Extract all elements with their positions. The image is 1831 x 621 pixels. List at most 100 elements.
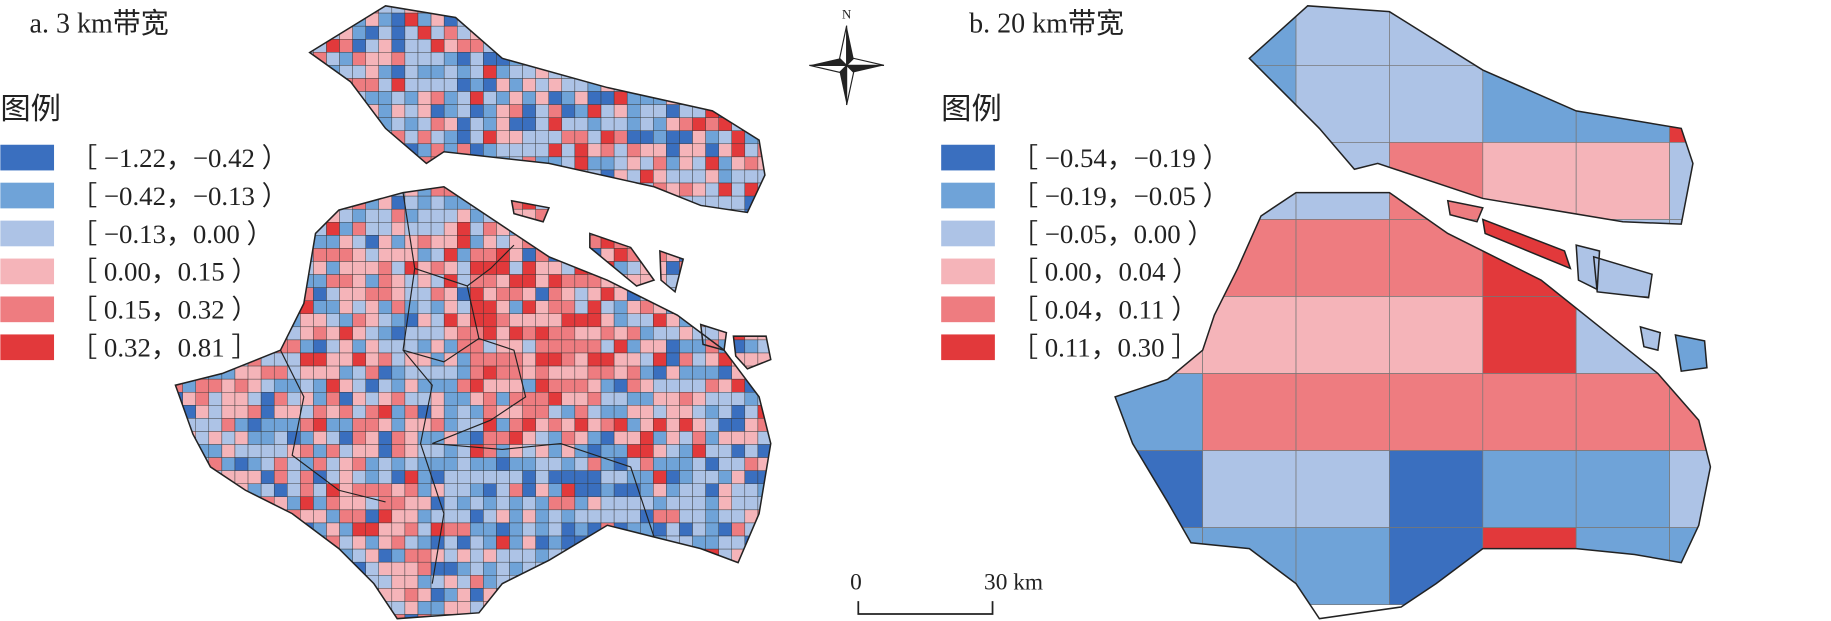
cell (352, 52, 366, 66)
cell (430, 65, 445, 79)
cell (692, 378, 706, 393)
cell (260, 431, 275, 445)
cell (470, 522, 484, 537)
cell (626, 130, 641, 145)
cell (613, 470, 628, 484)
cell (692, 39, 706, 53)
cell (273, 418, 288, 432)
cell (234, 91, 249, 105)
cell (613, 143, 628, 158)
cell (443, 91, 458, 105)
cell (326, 143, 340, 158)
cell (561, 182, 576, 197)
cell (391, 535, 406, 550)
panel-title: b. 20 km带宽 (969, 8, 1124, 40)
cell (391, 326, 406, 341)
cell (548, 365, 563, 380)
cell (771, 0, 784, 13)
cell (535, 614, 549, 619)
cell (470, 405, 484, 419)
cell (175, 91, 183, 105)
cell (718, 130, 732, 145)
cell (692, 274, 706, 288)
cell (600, 483, 615, 498)
cell (692, 65, 706, 79)
cell (718, 601, 732, 615)
cell (718, 588, 732, 602)
cell (522, 509, 536, 524)
cell (175, 509, 183, 524)
cell (574, 65, 589, 79)
cell (443, 195, 458, 210)
cell (771, 26, 784, 39)
cell (705, 483, 719, 498)
cell (430, 130, 445, 145)
cell (626, 614, 641, 619)
cell (1202, 65, 1297, 143)
cell (613, 182, 628, 197)
cell (626, 405, 641, 419)
cell (744, 261, 759, 275)
cell (287, 208, 301, 223)
cell (430, 457, 445, 471)
cell (587, 575, 602, 589)
cell (679, 222, 693, 236)
cell (300, 182, 314, 197)
cell (1482, 527, 1577, 606)
cell (378, 535, 393, 550)
cell (417, 548, 432, 563)
cell (731, 5, 746, 14)
cell (208, 25, 223, 40)
cell (535, 143, 549, 158)
cell (470, 352, 484, 367)
cell (496, 470, 510, 484)
cell (182, 130, 196, 145)
cell (457, 169, 471, 184)
cell (483, 535, 497, 550)
cell (561, 392, 576, 406)
cell (247, 601, 262, 615)
cell (300, 431, 314, 445)
cell (443, 378, 458, 393)
cell (496, 25, 510, 40)
cell (175, 52, 183, 66)
cell (365, 235, 379, 249)
cell (666, 25, 680, 40)
cell (430, 313, 445, 328)
cell (626, 326, 641, 341)
cell (535, 457, 549, 471)
cell (417, 575, 432, 589)
cell (339, 287, 353, 301)
cell (679, 143, 693, 158)
cell (509, 601, 523, 615)
cell (600, 143, 615, 158)
cell (260, 91, 275, 105)
cell (522, 287, 536, 301)
cell (548, 418, 563, 432)
cell (352, 156, 366, 171)
cell (352, 339, 366, 354)
cell (535, 222, 549, 236)
cell (757, 300, 771, 314)
cell (234, 39, 249, 53)
cell (705, 169, 719, 184)
cell (195, 378, 210, 393)
cell (417, 405, 432, 419)
cell (273, 483, 288, 498)
cell (587, 444, 602, 458)
cell (705, 561, 719, 576)
legend-label: ［ 0.00，0.15 ） (70, 257, 258, 287)
cell (653, 169, 667, 184)
cell (378, 561, 393, 576)
cell (430, 208, 445, 223)
cell (352, 222, 366, 236)
cell (175, 12, 183, 27)
cell (679, 483, 693, 498)
cell (1295, 219, 1390, 297)
cell (535, 378, 549, 393)
cell (666, 169, 680, 184)
cell (731, 169, 746, 184)
cell (365, 418, 379, 432)
cell (457, 248, 471, 262)
cell (378, 25, 393, 40)
